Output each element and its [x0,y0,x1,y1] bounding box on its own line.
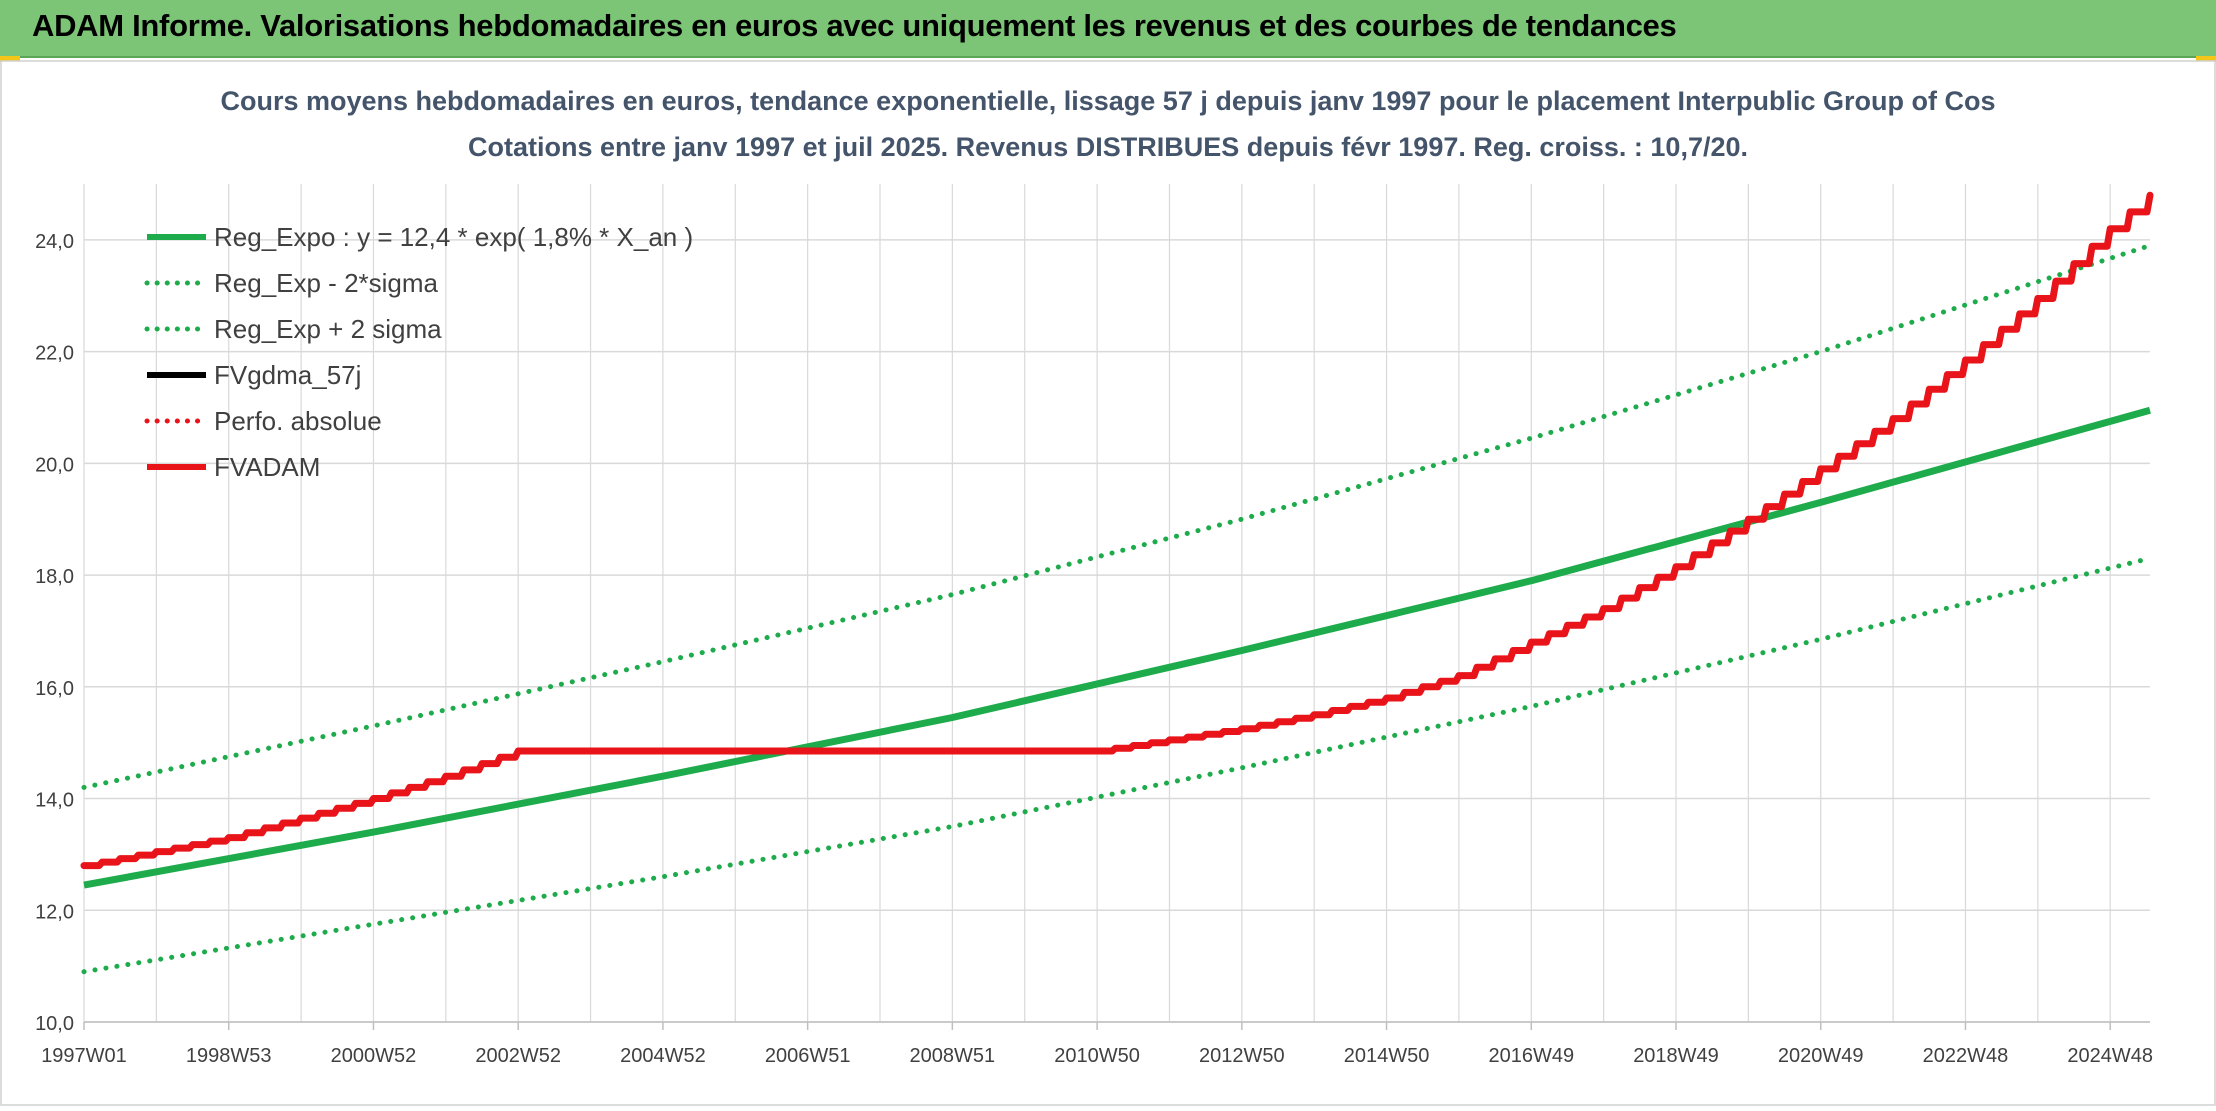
x-tick-label: 2018W49 [1633,1045,1719,1067]
y-tick-label: 14,0 [35,790,74,812]
series-line-2 [81,555,2153,975]
x-tick-label: 2024W48 [2067,1045,2153,1067]
x-tick-label: 1997W01 [41,1045,127,1067]
x-tick-label: 2016W49 [1488,1045,1574,1067]
series-line-1 [83,406,2151,889]
x-tick-label: 2008W51 [910,1045,996,1067]
y-tick-label: 24,0 [35,231,74,253]
legend-label: Reg_Expo : y = 12,4 * exp( 1,8% * X_an ) [214,222,693,252]
x-tick-label: 2014W50 [1344,1045,1430,1067]
chart-title-line1: Cours moyens hebdomadaires en euros, ten… [221,86,1996,116]
chart-series [80,191,2154,975]
chart-title-line2: Cotations entre janv 1997 et juil 2025. … [468,132,1748,162]
legend-label: Reg_Exp - 2*sigma [214,268,439,298]
series-line-3 [81,243,2153,790]
y-tick-label: 18,0 [35,566,74,588]
x-tick-label: 2020W49 [1778,1045,1864,1067]
x-tick-label: 2012W50 [1199,1045,1285,1067]
legend-label: Reg_Exp + 2 sigma [214,314,442,344]
x-tick-label: 2022W48 [1923,1045,2009,1067]
y-tick-label: 12,0 [35,901,74,923]
y-tick-label: 10,0 [35,1013,74,1035]
x-tick-label: 2000W52 [331,1045,417,1067]
y-tick-label: 20,0 [35,454,74,476]
chart-legend: Reg_Expo : y = 12,4 * exp( 1,8% * X_an )… [144,222,693,482]
chart-area: Cours moyens hebdomadaires en euros, ten… [0,60,2216,1106]
corner-marker-right [2196,56,2216,62]
chart-border [0,60,2216,1106]
legend-label: FVADAM [214,452,320,482]
chart-svg: Cours moyens hebdomadaires en euros, ten… [0,60,2216,1106]
series-line-4 [80,191,2154,870]
chart-grid [83,184,2150,1023]
x-tick-label: 2002W52 [475,1045,561,1067]
legend-label: FVgdma_57j [214,360,361,390]
legend-label: Perfo. absolue [214,406,382,436]
report-title: ADAM Informe. Valorisations hebdomadaire… [32,8,1677,43]
y-tick-label: 22,0 [35,343,74,365]
x-tick-label: 2004W52 [620,1045,706,1067]
x-tick-label: 1998W53 [186,1045,272,1067]
chart-axes: 10,0 12,0 14,0 16,0 18,0 20,0 22,0 24,0 1997W01 1… [35,231,2153,1067]
x-tick-label: 2006W51 [765,1045,851,1067]
x-tick-label: 2010W50 [1054,1045,1140,1067]
report-banner: ADAM Informe. Valorisations hebdomadaire… [0,0,2216,58]
y-tick-label: 16,0 [35,678,74,700]
corner-marker-left [0,56,20,62]
